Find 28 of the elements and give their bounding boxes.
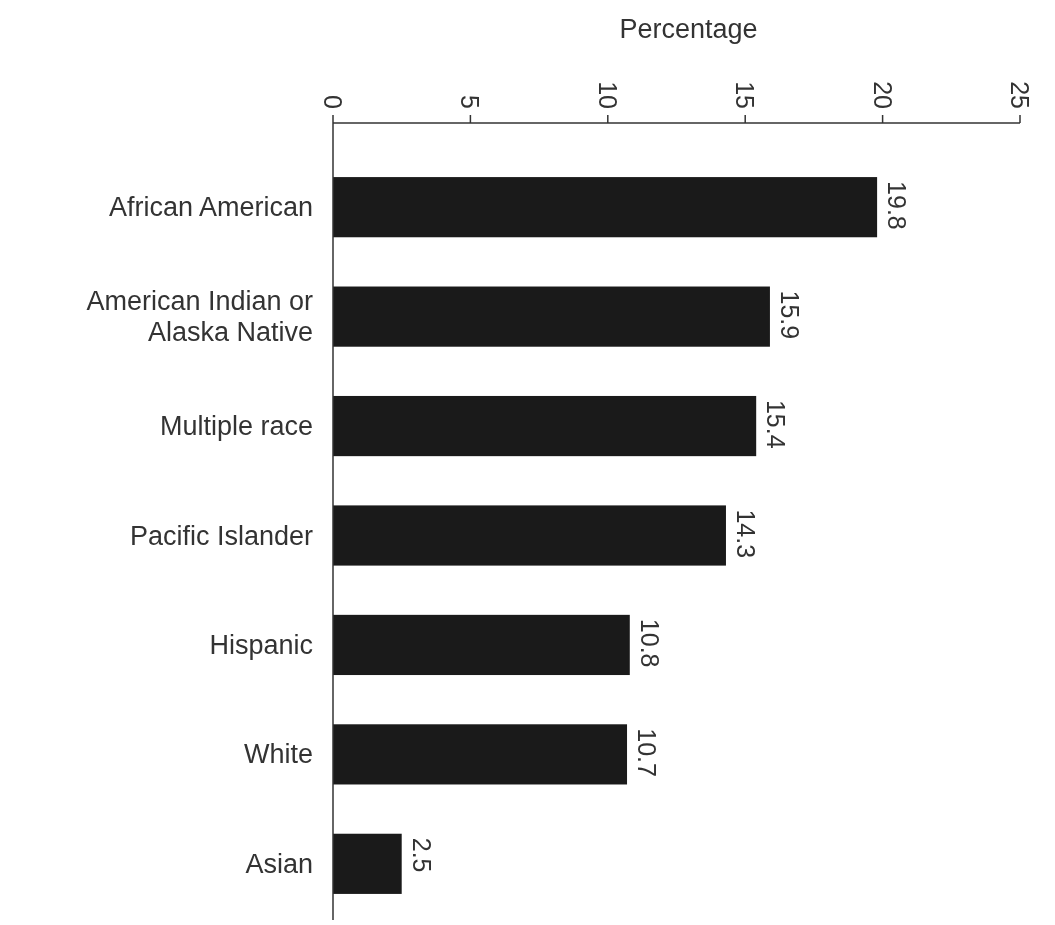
y-tick-label: Pacific Islander [129, 520, 313, 551]
x-tick-label: 15 [731, 81, 760, 109]
data-label: 19.8 [883, 181, 912, 230]
x-tick-label: 5 [456, 95, 485, 109]
data-label: 10.7 [633, 728, 662, 777]
bar [333, 724, 628, 785]
x-axis-title: Percentage [619, 14, 758, 44]
bar [333, 614, 630, 676]
data-label: 15.4 [762, 399, 791, 449]
bar [333, 505, 726, 566]
y-tick-label: American Indian or Alaska Native [86, 286, 313, 348]
x-tick-label: 20 [868, 81, 897, 109]
data-label: 14.3 [731, 509, 760, 559]
data-label: 15.9 [775, 290, 804, 340]
bar [333, 833, 402, 894]
x-tick-label: 0 [319, 95, 347, 109]
bar [333, 395, 757, 457]
y-tick-label: African American [108, 192, 313, 223]
y-tick-label: Multiple race [159, 411, 313, 442]
y-tick-label: White [243, 739, 313, 770]
x-tick-label: 25 [1006, 81, 1034, 109]
bar [333, 286, 770, 347]
bar [333, 177, 878, 238]
y-tick-label: Asian [245, 848, 313, 879]
x-tick-label: 10 [593, 81, 622, 109]
y-tick-label: Hispanic [209, 629, 313, 660]
data-label: 2.5 [407, 837, 436, 873]
data-label: 10.8 [635, 618, 664, 668]
